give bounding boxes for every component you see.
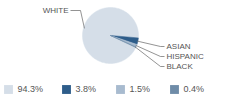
svg-text:1.5%: 1.5% bbox=[130, 84, 151, 94]
svg-text:3.8%: 3.8% bbox=[76, 84, 97, 94]
svg-text:94.3%: 94.3% bbox=[18, 84, 44, 94]
svg-text:WHITE: WHITE bbox=[43, 6, 69, 15]
svg-text:ASIAN: ASIAN bbox=[167, 42, 191, 51]
svg-text:HISPANIC: HISPANIC bbox=[167, 52, 204, 61]
svg-text:BLACK: BLACK bbox=[167, 62, 194, 71]
svg-text:0.4%: 0.4% bbox=[184, 84, 205, 94]
